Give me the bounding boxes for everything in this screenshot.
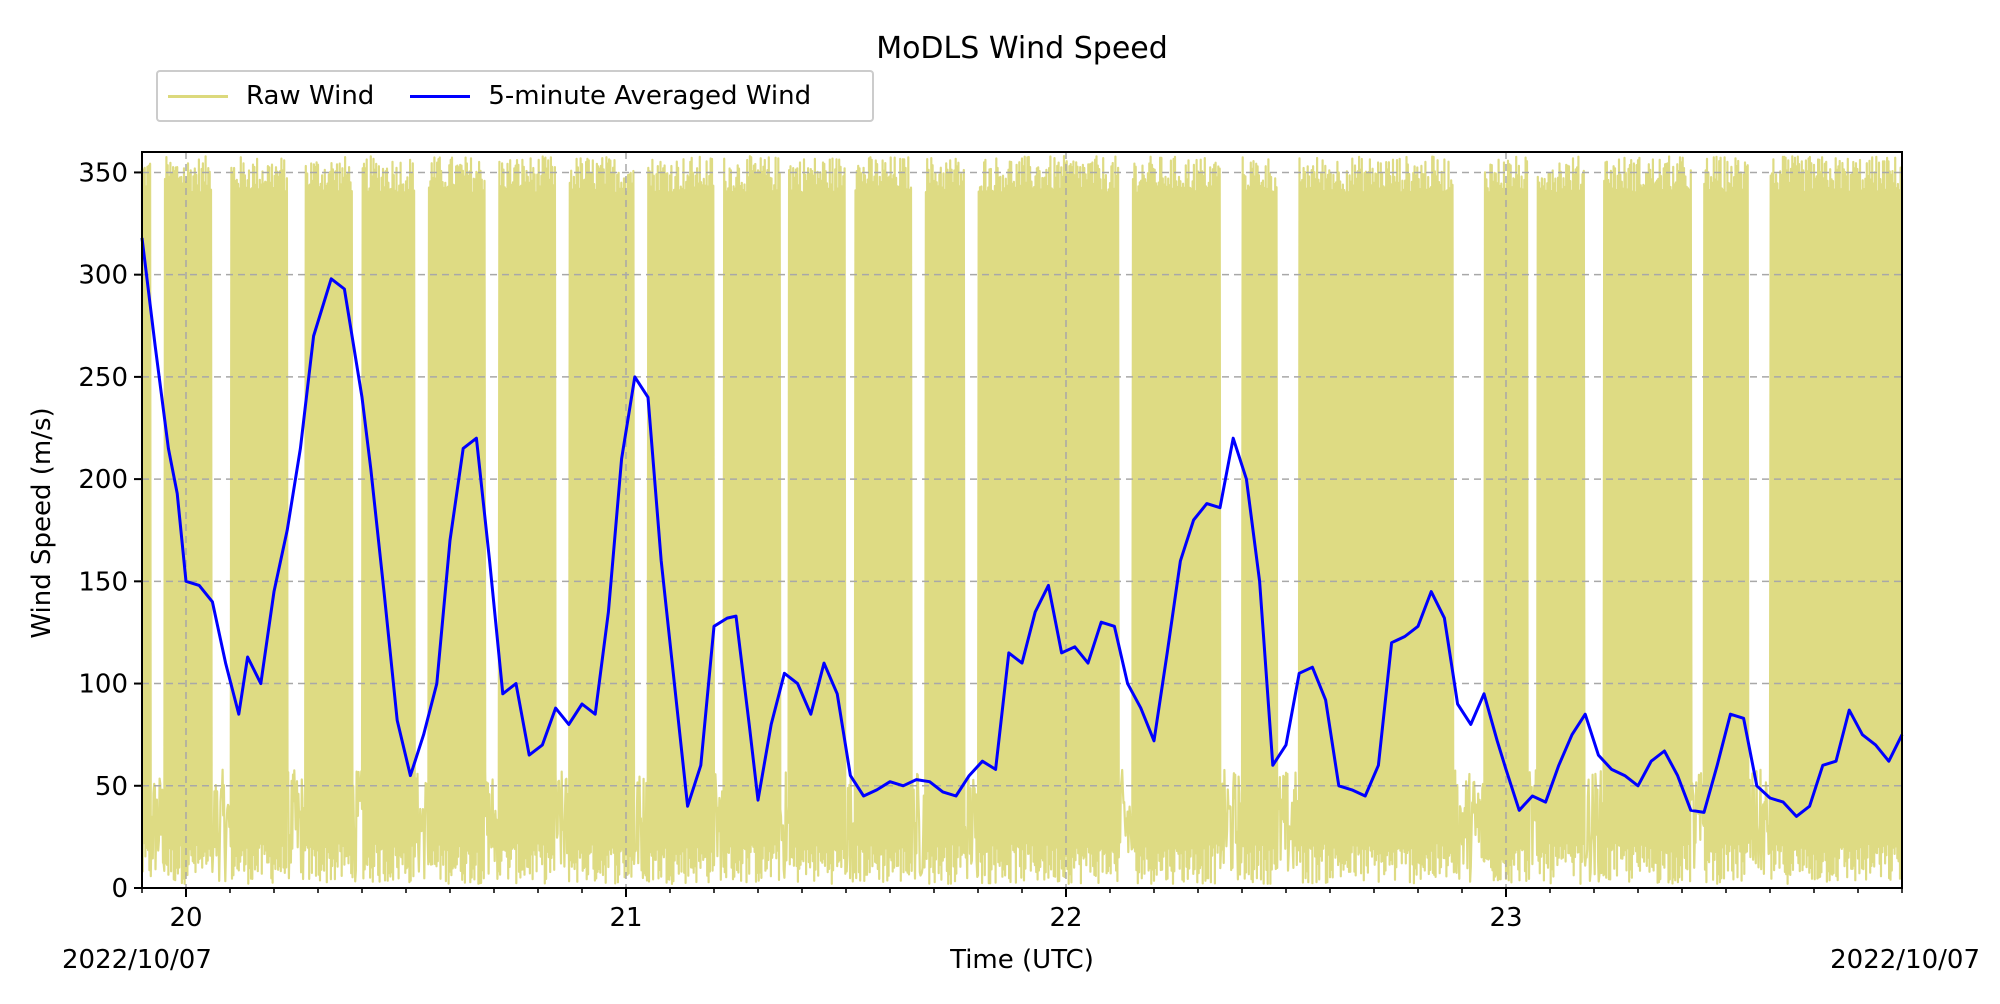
legend-item-raw-wind: Raw Wind bbox=[168, 81, 374, 111]
legend-label-raw-wind: Raw Wind bbox=[246, 81, 375, 111]
averaged-wind-line bbox=[140, 237, 1904, 818]
legend-label-averaged-wind: 5-minute Averaged Wind bbox=[488, 81, 812, 111]
y-tick-label: 50 bbox=[95, 772, 128, 802]
legend-item-averaged-wind: 5-minute Averaged Wind bbox=[410, 81, 811, 111]
legend-swatch-raw-wind bbox=[168, 94, 228, 98]
raw-wind-layer bbox=[140, 155, 1904, 886]
y-tick-label: 0 bbox=[111, 874, 128, 904]
y-tick-label: 100 bbox=[78, 670, 128, 700]
y-tick-label: 250 bbox=[78, 363, 128, 393]
x-start-date-label: 2022/10/07 bbox=[62, 945, 212, 975]
x-tick-label: 20 bbox=[169, 903, 202, 933]
averaged-wind-layer bbox=[140, 237, 1904, 818]
x-end-date-label: 2022/10/07 bbox=[1830, 945, 1980, 975]
y-axis-label: Wind Speed (m/s) bbox=[27, 407, 57, 638]
legend-swatch-averaged-wind bbox=[410, 94, 471, 98]
tick-layer: 0 50 100 150 200 250 300 350 20 21 22 23 bbox=[78, 158, 1903, 933]
y-tick-label: 350 bbox=[78, 158, 128, 188]
x-tick-label: 22 bbox=[1049, 903, 1082, 933]
x-tick-label: 21 bbox=[609, 903, 642, 933]
chart-title: MoDLS Wind Speed bbox=[876, 31, 1168, 66]
y-tick-label: 200 bbox=[78, 465, 128, 495]
raw-wind-line bbox=[140, 155, 1904, 886]
y-tick-label: 150 bbox=[78, 567, 128, 597]
x-tick-label: 23 bbox=[1489, 903, 1522, 933]
y-tick-label: 300 bbox=[78, 261, 128, 291]
legend: Raw Wind 5-minute Averaged Wind bbox=[156, 70, 874, 122]
x-axis-label: Time (UTC) bbox=[949, 945, 1094, 975]
